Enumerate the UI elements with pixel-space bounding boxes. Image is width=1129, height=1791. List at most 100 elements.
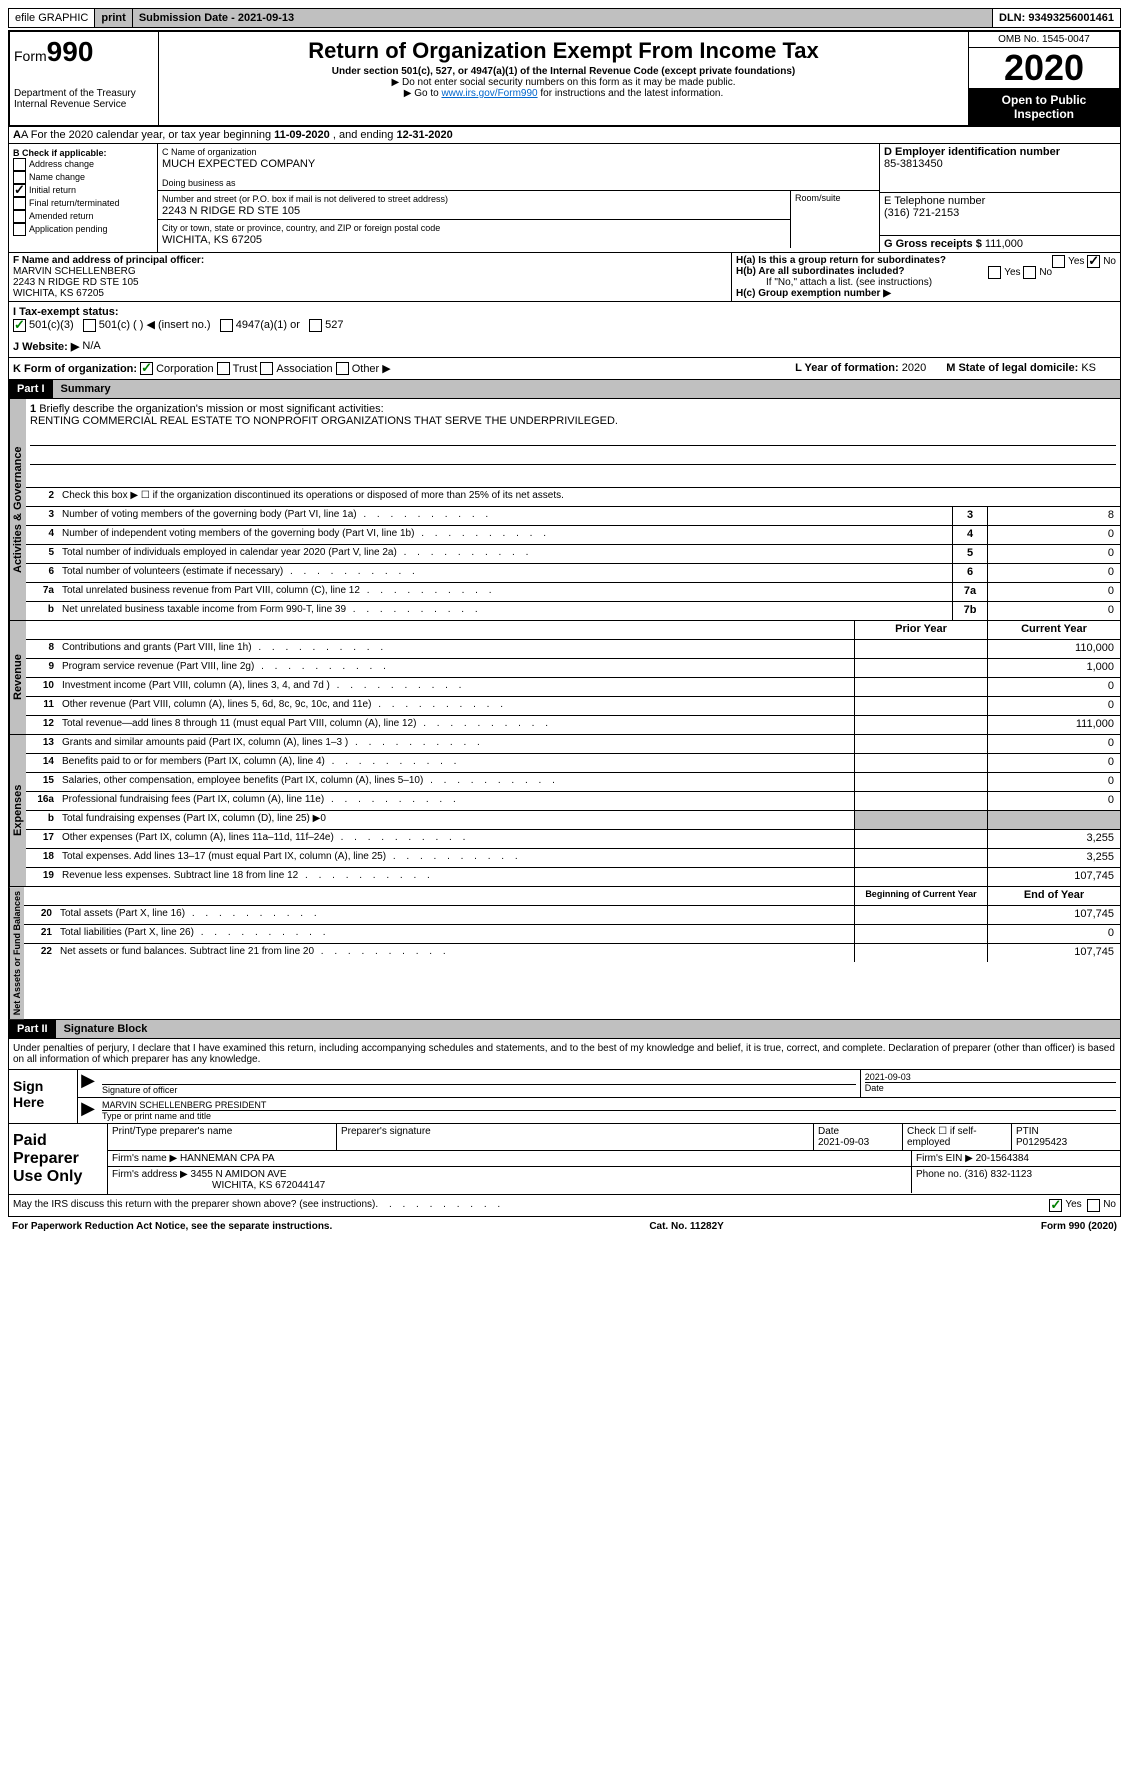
form-org-label: K Form of organization: [13, 363, 137, 375]
table-row: 6Total number of volunteers (estimate if… [26, 564, 1120, 583]
header-note-2: ▶ Go to www.irs.gov/Form990 for instruct… [163, 88, 964, 99]
discuss-row: May the IRS discuss this return with the… [8, 1195, 1121, 1217]
row-a-pre: A For the 2020 calendar year, or tax yea… [21, 129, 274, 141]
checkbox-final-return[interactable] [13, 197, 26, 210]
checkbox-ha-no[interactable] [1087, 255, 1100, 268]
print-button[interactable]: print [95, 9, 132, 27]
cb-label-0: Address change [29, 159, 94, 169]
officer-signature-cell: Signature of officer [98, 1070, 861, 1097]
addr-cell: Number and street (or P.O. box if mail i… [158, 191, 790, 248]
firm-phone-label: Phone no. [916, 1169, 962, 1180]
table-row: bNet unrelated business taxable income f… [26, 602, 1120, 620]
firm-name-cell: Firm's name ▶ HANNEMAN CPA PA [108, 1151, 912, 1166]
officer-name-label: Type or print name and title [102, 1111, 211, 1121]
firm-addr-label: Firm's address ▶ [112, 1169, 188, 1180]
dln-label: DLN: 93493256001461 [993, 9, 1120, 27]
checkbox-501c3[interactable] [13, 319, 26, 332]
officer-label: F Name and address of principal officer: [13, 255, 204, 266]
table-row: 4Number of independent voting members of… [26, 526, 1120, 545]
opt-501c: 501(c) ( ) ◀ (insert no.) [99, 319, 211, 331]
checkbox-discuss-yes[interactable] [1049, 1199, 1062, 1212]
mission-box: 1 Briefly describe the organization's mi… [26, 399, 1120, 488]
h-c-label: H(c) Group exemption number ▶ [736, 288, 891, 299]
org-name: MUCH EXPECTED COMPANY [162, 158, 315, 170]
checkbox-ha-yes[interactable] [1052, 255, 1065, 268]
row-a-tax-year: AA For the 2020 calendar year, or tax ye… [8, 127, 1121, 144]
form-footer: Form 990 (2020) [1041, 1221, 1117, 1232]
prior-year-header: Prior Year [854, 621, 987, 639]
checkbox-app-pending[interactable] [13, 223, 26, 236]
org-name-label: C Name of organization [162, 147, 257, 157]
prep-date: 2021-09-03 [818, 1137, 869, 1148]
row-klm: K Form of organization: Corporation Trus… [8, 358, 1121, 381]
gross-value: 111,000 [985, 238, 1023, 250]
org-address: 2243 N RIDGE RD STE 105 [162, 205, 300, 217]
firm-name: HANNEMAN CPA PA [180, 1153, 275, 1164]
table-row: 21Total liabilities (Part X, line 26)0 [24, 925, 1120, 944]
efile-label: efile GRAPHIC [9, 9, 95, 27]
opt-501c3: 501(c)(3) [29, 319, 74, 331]
checkbox-501c[interactable] [83, 319, 96, 332]
table-row: 22Net assets or fund balances. Subtract … [24, 944, 1120, 962]
cb-label-1: Name change [29, 172, 85, 182]
table-row: 16aProfessional fundraising fees (Part I… [26, 792, 1120, 811]
table-row: bTotal fundraising expenses (Part IX, co… [26, 811, 1120, 830]
table-row: 15Salaries, other compensation, employee… [26, 773, 1120, 792]
header-note-1: ▶ Do not enter social security numbers o… [163, 77, 964, 88]
form-header: Form990 Department of the Treasury Inter… [8, 30, 1121, 127]
preparer-block: Paid Preparer Use Only Print/Type prepar… [8, 1124, 1121, 1195]
footer-bottom: For Paperwork Reduction Act Notice, see … [8, 1217, 1121, 1236]
checkbox-527[interactable] [309, 319, 322, 332]
year-formation: 2020 [902, 362, 926, 374]
officer-print-name: MARVIN SCHELLENBERG PRESIDENT [102, 1100, 1116, 1111]
checkbox-amended[interactable] [13, 210, 26, 223]
table-row: 3Number of voting members of the governi… [26, 507, 1120, 526]
checkbox-initial-return[interactable] [13, 184, 26, 197]
checkbox-addr-change[interactable] [13, 158, 26, 171]
revenue-side-label: Revenue [9, 621, 26, 734]
header-left: Form990 Department of the Treasury Inter… [10, 32, 159, 125]
checkbox-discuss-no[interactable] [1087, 1199, 1100, 1212]
officer-city: WICHITA, KS 67205 [13, 288, 104, 299]
prep-date-cell: Date 2021-09-03 [814, 1124, 903, 1150]
table-row: 11Other revenue (Part VIII, column (A), … [26, 697, 1120, 716]
sign-block: Sign Here ▶ Signature of officer 2021-09… [8, 1070, 1121, 1124]
netassets-section: Net Assets or Fund Balances Beginning of… [8, 887, 1121, 1020]
dba-label: Doing business as [162, 178, 875, 188]
officer-addr: 2243 N RIDGE RD STE 105 [13, 277, 139, 288]
block-bcdeg: B Check if applicable: Address change Na… [8, 144, 1121, 253]
block-b-label: B Check if applicable: [13, 148, 107, 158]
checkbox-corp[interactable] [140, 362, 153, 375]
table-row: 17Other expenses (Part IX, column (A), l… [26, 830, 1120, 849]
gross-label: G Gross receipts $ [884, 238, 982, 250]
website-value: N/A [82, 340, 100, 352]
table-row: 12Total revenue—add lines 8 through 11 (… [26, 716, 1120, 734]
checkbox-hb-yes[interactable] [988, 266, 1001, 279]
checkbox-trust[interactable] [217, 362, 230, 375]
sign-date: 2021-09-03 [865, 1072, 1116, 1083]
officer-cell: F Name and address of principal officer:… [9, 253, 732, 301]
checkbox-other[interactable] [336, 362, 349, 375]
governance-side-label: Activities & Governance [9, 399, 26, 620]
checkbox-assoc[interactable] [260, 362, 273, 375]
checkbox-hb-no[interactable] [1023, 266, 1036, 279]
begin-year-header: Beginning of Current Year [854, 887, 987, 905]
open-public-label: Open to Public Inspection [969, 89, 1119, 125]
top-bar: efile GRAPHIC print Submission Date - 20… [8, 8, 1121, 28]
table-row: 8Contributions and grants (Part VIII, li… [26, 640, 1120, 659]
sign-here-label: Sign Here [9, 1070, 78, 1123]
form-number: Form990 [14, 36, 154, 68]
header-center: Return of Organization Exempt From Incom… [159, 32, 968, 125]
firm-addr: 3455 N AMIDON AVE [191, 1169, 287, 1180]
declaration-text: Under penalties of perjury, I declare th… [8, 1039, 1121, 1070]
checkbox-4947[interactable] [220, 319, 233, 332]
h-b-label: H(b) Are all subordinates included? [736, 266, 905, 277]
firm-phone-cell: Phone no. (316) 832-1123 [912, 1167, 1120, 1193]
instructions-link[interactable]: www.irs.gov/Form990 [441, 88, 537, 99]
mission-num: 1 [30, 403, 36, 415]
phone-cell: E Telephone number (316) 721-2153 [880, 193, 1120, 236]
part1-header: Part I [9, 380, 53, 398]
ein-cell: D Employer identification number 85-3813… [880, 144, 1120, 193]
dept-label: Department of the Treasury Internal Reve… [14, 88, 154, 110]
cb-label-3: Final return/terminated [29, 198, 120, 208]
